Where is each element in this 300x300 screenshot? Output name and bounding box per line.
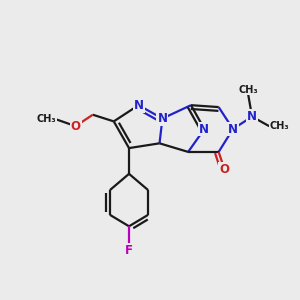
Text: N: N (158, 112, 167, 125)
Text: O: O (219, 163, 230, 176)
Text: O: O (70, 120, 81, 133)
Text: N: N (200, 122, 209, 136)
Text: N: N (228, 122, 238, 136)
Text: N: N (134, 99, 144, 112)
Text: CH₃: CH₃ (238, 85, 258, 95)
Text: F: F (125, 244, 133, 256)
Text: CH₃: CH₃ (269, 121, 289, 131)
Text: N: N (247, 110, 257, 123)
Text: CH₃: CH₃ (37, 115, 56, 124)
